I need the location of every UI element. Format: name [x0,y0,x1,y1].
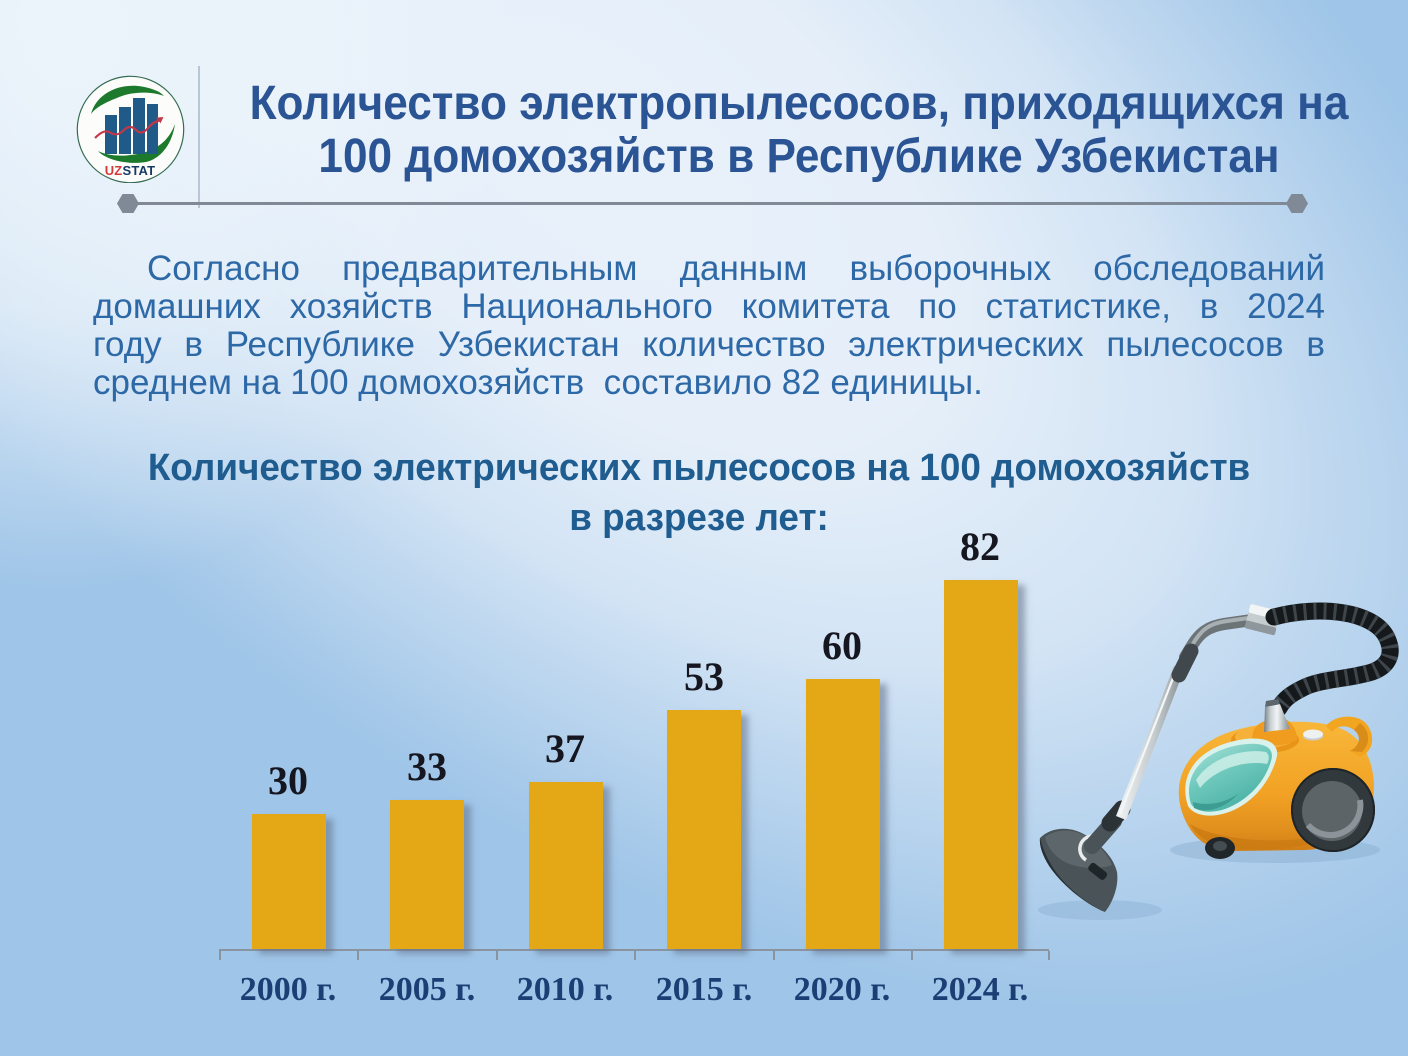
svg-text:UZSTAT: UZSTAT [105,163,156,178]
